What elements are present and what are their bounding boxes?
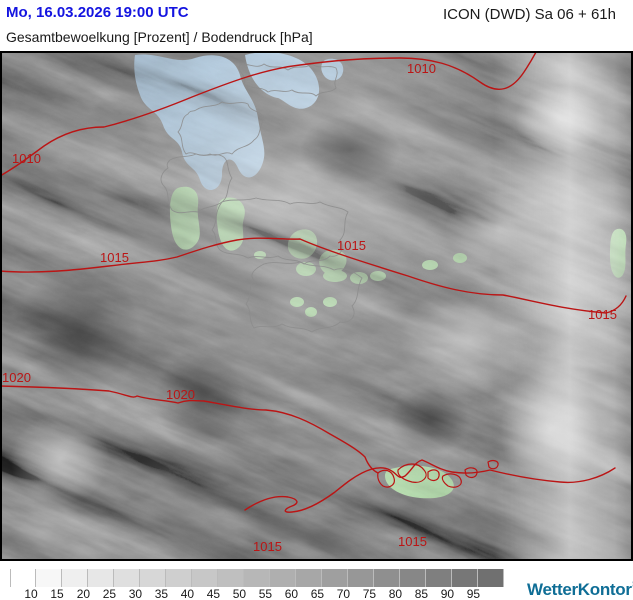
- svg-text:1015: 1015: [100, 250, 129, 265]
- svg-text:1015: 1015: [253, 539, 282, 554]
- svg-text:1020: 1020: [166, 387, 195, 402]
- svg-text:1020: 1020: [2, 370, 31, 385]
- svg-text:1015: 1015: [398, 534, 427, 549]
- svg-text:1010: 1010: [12, 151, 41, 166]
- svg-text:1015: 1015: [337, 238, 366, 253]
- svg-text:1010: 1010: [407, 61, 436, 76]
- svg-text:1015: 1015: [588, 307, 617, 322]
